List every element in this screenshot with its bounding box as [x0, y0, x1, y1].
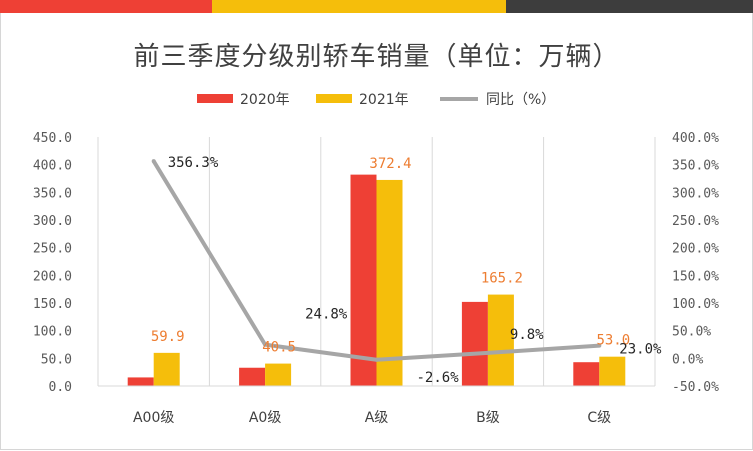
yoy-data-label: 23.0%: [619, 342, 662, 358]
y-right-tick-label: 350.0%: [672, 159, 719, 174]
y-right-tick-label: 250.0%: [672, 214, 719, 229]
y-left-tick-label: 250.0: [33, 242, 72, 257]
yoy-point: [597, 343, 602, 348]
y-left-tick-label: 400.0: [33, 159, 72, 174]
y-left-tick-label: 50.0: [41, 352, 72, 367]
bar-2020: [573, 362, 600, 386]
top-band-yellow: [212, 0, 506, 13]
category-tick-label: A级: [365, 410, 389, 426]
y-right-tick-label: 200.0%: [672, 242, 719, 257]
top-band-red: [0, 0, 212, 13]
category-tick-label: A0级: [249, 410, 281, 426]
bar-2021-data-label: 165.2: [481, 271, 523, 287]
y-right-tick-label: 50.0%: [672, 325, 711, 340]
yoy-point: [374, 357, 379, 362]
yoy-data-label: 24.8%: [305, 307, 348, 323]
yoy-point: [263, 342, 268, 347]
yoy-point: [151, 159, 156, 164]
y-right-tick-label: -50.0%: [672, 380, 719, 395]
y-right-tick-label: 300.0%: [672, 186, 719, 201]
yoy-point: [485, 350, 490, 355]
y-left-tick-label: 200.0: [33, 269, 72, 284]
y-left-tick-label: 350.0: [33, 186, 72, 201]
bar-2021: [265, 363, 292, 386]
y-left-tick-label: 100.0: [33, 325, 72, 340]
bar-2021-data-label: 59.9: [151, 329, 185, 345]
bar-2020: [239, 367, 266, 386]
bar-2021: [487, 294, 514, 386]
chart-title: 前三季度分级别轿车销量（单位：万辆）: [133, 42, 620, 72]
y-left-tick-label: 150.0: [33, 297, 72, 312]
bar-2021-data-label: 53.0: [596, 333, 630, 349]
category-tick-label: B级: [476, 410, 500, 426]
y-right-tick-label: 400.0%: [672, 131, 719, 146]
legend-swatch-2021: [316, 94, 352, 103]
top-band-dark: [506, 0, 753, 13]
legend-swatch-2020: [197, 94, 233, 103]
bar-2021-data-label: 372.4: [369, 156, 411, 172]
y-right-tick-label: 100.0%: [672, 297, 719, 312]
yoy-data-label: -2.6%: [417, 370, 460, 386]
y-left-tick-label: 0.0: [49, 380, 72, 395]
bar-2020: [461, 301, 488, 386]
bar-2020: [350, 174, 377, 386]
bar-2021: [599, 356, 626, 386]
legend-label-2021: 2021年: [359, 92, 409, 108]
yoy-data-label: 9.8%: [510, 327, 544, 343]
y-left-tick-label: 450.0: [33, 131, 72, 146]
y-right-tick-label: 0.0%: [672, 352, 703, 367]
bar-2021-data-label: 40.5: [262, 340, 296, 356]
y-right-tick-label: 150.0%: [672, 269, 719, 284]
bar-2020: [127, 377, 154, 386]
y-left-tick-label: 300.0: [33, 214, 72, 229]
bar-2021: [376, 179, 403, 386]
category-tick-label: A00级: [133, 410, 174, 426]
yoy-data-label: 356.3%: [168, 155, 219, 171]
legend-label-yoy: 同比（%）: [486, 92, 555, 108]
bar-2021: [153, 352, 180, 386]
category-tick-label: C级: [587, 410, 611, 426]
legend: 2020年 2021年 同比（%）: [197, 92, 555, 108]
legend-label-2020: 2020年: [240, 92, 290, 108]
